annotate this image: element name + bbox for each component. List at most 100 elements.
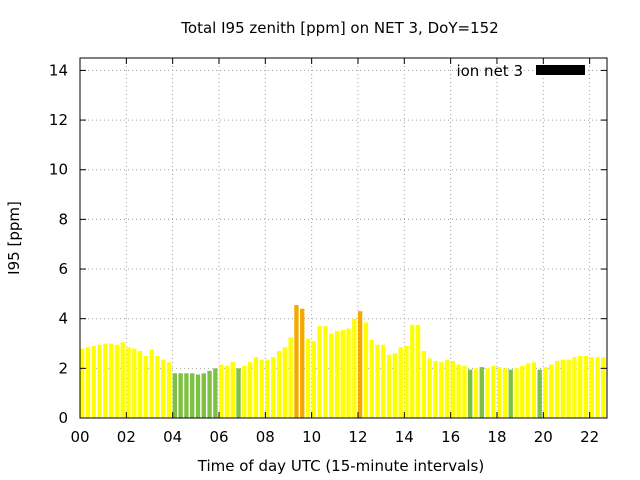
x-tick-label: 06 (209, 428, 228, 446)
bar (537, 369, 542, 418)
bar (502, 368, 508, 418)
bar (398, 347, 403, 418)
bar (491, 365, 496, 418)
x-tick-label: 20 (534, 428, 553, 446)
bar (346, 328, 351, 418)
legend-label: ion net 3 (456, 62, 523, 80)
bar (450, 360, 455, 418)
bar (357, 311, 363, 418)
bar (236, 368, 241, 418)
x-tick-label: 18 (487, 428, 506, 446)
bar (410, 324, 415, 418)
bar (352, 318, 357, 418)
bar (103, 343, 108, 418)
bar (155, 355, 160, 418)
bar (108, 343, 114, 418)
bar (178, 373, 183, 418)
bar (392, 353, 398, 418)
bar (253, 357, 259, 418)
bar (218, 364, 224, 418)
y-axis-label: I95 [ppm] (5, 201, 23, 275)
bar (456, 364, 461, 418)
bar (520, 365, 525, 418)
bar (485, 368, 490, 418)
bar (589, 357, 594, 418)
bar (282, 347, 288, 418)
bar (137, 350, 143, 418)
bar (578, 355, 583, 418)
chart-title: Total I95 zenith [ppm] on NET 3, DoY=152 (180, 19, 498, 37)
bar (381, 344, 386, 418)
legend-swatch (536, 65, 585, 75)
bar (375, 344, 380, 418)
bar (566, 359, 571, 418)
x-tick-label: 22 (580, 428, 599, 446)
bar (415, 324, 421, 418)
bar (80, 348, 85, 418)
bar (340, 329, 345, 418)
bar (201, 373, 206, 418)
bar (132, 348, 137, 418)
bar (514, 368, 519, 418)
y-tick-label: 2 (58, 359, 68, 377)
bar (334, 331, 340, 418)
bar (184, 373, 189, 418)
y-tick-label: 14 (49, 61, 68, 79)
plot-frame (79, 57, 608, 419)
bar (143, 355, 149, 418)
bar (468, 369, 473, 418)
y-tick-label: 4 (58, 310, 68, 328)
bar (120, 342, 125, 418)
bar (433, 360, 438, 418)
bar (572, 357, 577, 418)
bar (531, 362, 537, 418)
x-tick-label: 00 (70, 428, 89, 446)
bar (439, 362, 444, 418)
bar (363, 322, 369, 418)
bar (207, 370, 212, 418)
bar (114, 344, 120, 418)
bar (543, 367, 548, 418)
bar (172, 373, 178, 418)
bar (300, 308, 305, 418)
x-tick-label: 08 (256, 428, 275, 446)
bar (259, 359, 264, 418)
x-tick-label: 14 (395, 428, 414, 446)
bar (149, 349, 154, 418)
bar (560, 359, 566, 418)
x-axis-label: Time of day UTC (15-minute intervals) (197, 457, 484, 475)
bar (190, 373, 195, 418)
bar (85, 347, 91, 418)
bar (329, 333, 334, 418)
bar (97, 344, 102, 418)
bar (126, 347, 131, 418)
bars (80, 305, 606, 418)
bar (213, 368, 218, 418)
x-tick-label: 02 (117, 428, 136, 446)
y-tick-label: 10 (49, 161, 68, 179)
bar (462, 365, 467, 418)
bar (317, 326, 322, 418)
bar (386, 354, 392, 418)
y-tick-label: 8 (58, 210, 68, 228)
bar (265, 359, 270, 418)
bar (224, 365, 230, 418)
bar (421, 350, 427, 418)
bar (404, 346, 409, 418)
bar (549, 364, 554, 418)
bar (276, 350, 282, 418)
bar (166, 362, 172, 418)
bar (479, 367, 484, 418)
bar (311, 341, 316, 418)
bar (595, 357, 600, 418)
bar (496, 367, 502, 418)
bar (305, 338, 311, 418)
bar (271, 357, 276, 418)
legend: ion net 3 (456, 62, 585, 80)
bar (369, 339, 374, 418)
bar (554, 360, 560, 418)
bar (525, 363, 531, 418)
bar (242, 365, 247, 418)
